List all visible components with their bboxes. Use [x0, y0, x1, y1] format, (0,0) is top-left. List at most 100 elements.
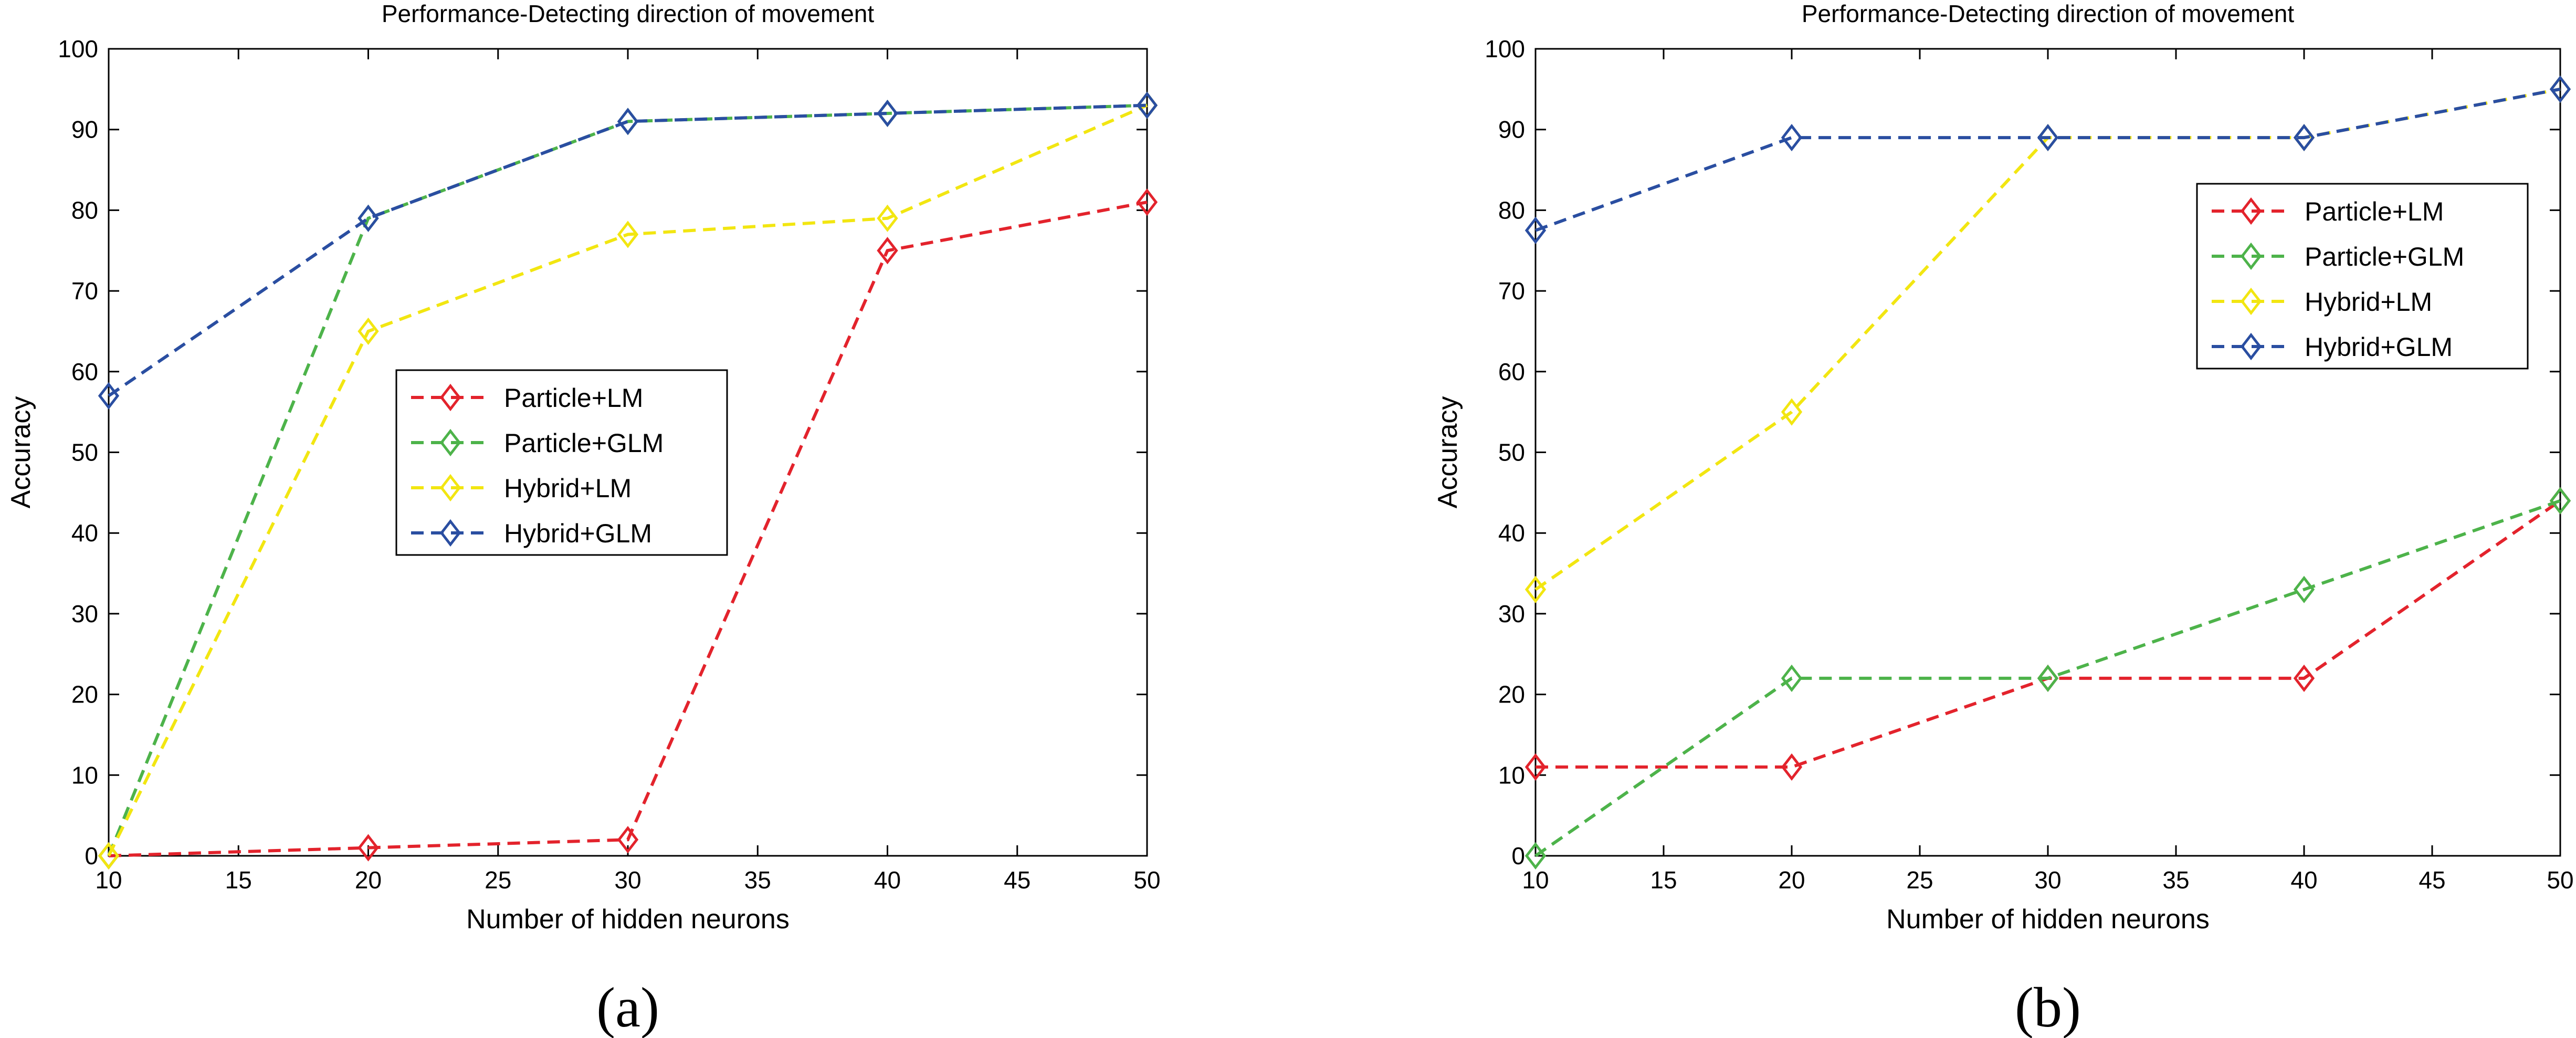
series-line [1534, 87, 2561, 232]
series-line [107, 103, 1148, 857]
y-tick-label: 90 [71, 116, 98, 143]
subfigure-caption: (b) [2015, 977, 2081, 1038]
x-tick-label: 20 [1778, 866, 1805, 894]
y-tick-label: 0 [1511, 842, 1525, 869]
legend-swatch-marker [2240, 287, 2262, 316]
data-point-marker [1524, 753, 1547, 781]
legend-swatch-marker [439, 383, 461, 412]
data-point-marker [1524, 575, 1547, 603]
data-point-marker [877, 204, 898, 232]
x-axis-label: Number of hidden neurons [1886, 904, 2210, 935]
legend-swatch-marker [2240, 197, 2262, 225]
legend-box [395, 369, 728, 556]
data-point-marker [617, 826, 639, 854]
x-tick-label: 30 [614, 866, 641, 894]
data-point-marker [1524, 842, 1547, 870]
legend-entry: Particle+LM [2305, 197, 2444, 226]
legend-swatch-marker [439, 519, 461, 547]
x-tick-label: 50 [2547, 866, 2573, 894]
subfigure-caption: (a) [596, 977, 659, 1038]
data-point-marker [877, 99, 898, 128]
series-hybrid-glm [98, 91, 1158, 410]
x-axis-label: Number of hidden neurons [466, 904, 790, 935]
y-tick-label: 50 [71, 439, 98, 466]
chart-title: Performance-Detecting direction of movem… [1802, 0, 2295, 27]
legend-entry: Particle+LM [504, 383, 643, 413]
y-tick-label: 60 [71, 358, 98, 385]
chart-b: Performance-Detecting direction of movem… [1433, 0, 2574, 1038]
x-tick-label: 50 [1133, 866, 1160, 894]
y-tick-label: 40 [1498, 519, 1525, 547]
legend-swatch-marker [2240, 332, 2262, 361]
x-tick-label: 15 [225, 866, 252, 894]
data-point-marker [2293, 123, 2315, 152]
data-point-marker [1781, 664, 1803, 692]
y-tick-label: 70 [71, 277, 98, 305]
x-tick-label: 30 [2034, 866, 2061, 894]
x-tick-label: 25 [1906, 866, 1933, 894]
legend: Particle+LM Particle+GLM Hybrid+LM Hybrid+G… [2196, 183, 2529, 370]
x-tick-label: 45 [2419, 866, 2445, 894]
y-tick-label: 90 [1498, 116, 1525, 143]
x-tick-label: 35 [744, 866, 771, 894]
data-point-marker [1781, 123, 1803, 152]
legend: Particle+LM Particle+GLM Hybrid+LM Hybrid+G… [395, 369, 728, 556]
y-tick-label: 10 [71, 761, 98, 789]
series-hybrid-glm [1524, 75, 2571, 244]
y-tick-label: 70 [1498, 277, 1525, 305]
series-line [108, 103, 1148, 397]
y-tick-label: 30 [1498, 600, 1525, 627]
legend-entry: Particle+GLM [504, 428, 664, 458]
y-tick-label: 100 [58, 35, 98, 62]
data-point-marker [617, 221, 639, 248]
data-point-marker [877, 237, 898, 265]
data-point-marker [358, 834, 379, 862]
y-axis-label: Accuracy [6, 396, 36, 509]
x-tick-label: 10 [1522, 866, 1549, 894]
y-tick-label: 20 [1498, 681, 1525, 708]
y-tick-label: 20 [71, 681, 98, 708]
legend-entry: Hybrid+LM [504, 474, 632, 503]
series-line [1534, 499, 2561, 857]
y-tick-label: 40 [71, 519, 98, 547]
y-tick-label: 100 [1485, 35, 1525, 62]
y-tick-label: 10 [1498, 761, 1525, 789]
y-tick-label: 80 [1498, 196, 1525, 224]
y-tick-label: 50 [1498, 439, 1525, 466]
y-axis-label: Accuracy [1433, 396, 1463, 509]
series-particle-glm [1524, 487, 2571, 870]
x-tick-label: 40 [2290, 866, 2317, 894]
data-point-marker [358, 317, 379, 345]
series-line [108, 201, 1148, 857]
legend-swatch-marker [439, 474, 461, 502]
data-point-marker [358, 204, 379, 232]
data-point-marker [1524, 216, 1547, 244]
legend-swatch-marker [439, 428, 461, 457]
data-point-marker [1781, 753, 1803, 781]
legend-entry: Hybrid+LM [2305, 287, 2432, 317]
data-point-marker [98, 842, 120, 870]
data-point-marker [1781, 398, 1803, 426]
x-tick-label: 20 [355, 866, 382, 894]
y-tick-label: 30 [71, 600, 98, 627]
legend-entry: Hybrid+GLM [504, 519, 652, 548]
x-tick-label: 15 [1650, 866, 1677, 894]
data-point-marker [2037, 123, 2059, 152]
chart-a: Performance-Detecting direction of movem… [6, 0, 1161, 1038]
data-point-marker [1136, 188, 1158, 216]
x-tick-label: 25 [485, 866, 511, 894]
data-point-marker [2549, 487, 2571, 515]
data-point-marker [2293, 664, 2315, 692]
data-point-marker [617, 108, 639, 135]
x-tick-label: 40 [874, 866, 901, 894]
legend-entry: Particle+GLM [2305, 242, 2464, 271]
legend-swatch-marker [2240, 242, 2262, 270]
legend-entry: Hybrid+GLM [2305, 332, 2453, 362]
x-tick-label: 35 [2162, 866, 2189, 894]
data-point-marker [2293, 575, 2315, 603]
chart-title: Performance-Detecting direction of movem… [382, 0, 875, 27]
data-point-marker [2037, 664, 2059, 692]
y-tick-label: 0 [85, 842, 98, 869]
x-tick-label: 10 [95, 866, 122, 894]
